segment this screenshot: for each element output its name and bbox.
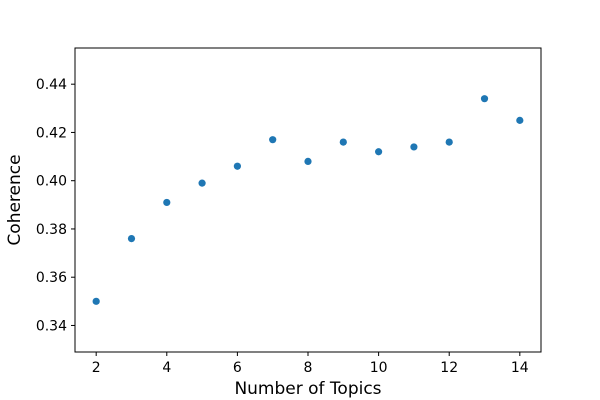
x-tick-label: 12 <box>440 360 458 376</box>
data-point <box>375 148 383 156</box>
y-tick-label: 0.44 <box>36 77 67 93</box>
data-point <box>516 116 524 124</box>
data-point <box>445 138 453 146</box>
y-tick-label: 0.42 <box>36 125 67 141</box>
data-point <box>269 136 277 144</box>
y-axis-label: Coherence <box>5 154 25 245</box>
data-point <box>233 162 241 170</box>
data-point <box>339 138 347 146</box>
data-points <box>92 95 524 305</box>
x-tick-label: 4 <box>162 360 171 376</box>
data-point <box>198 179 206 187</box>
data-point <box>410 143 418 151</box>
y-tick-label: 0.34 <box>36 318 67 334</box>
y-tick-label: 0.40 <box>36 174 67 190</box>
data-point <box>127 235 136 243</box>
x-axis-label: Number of Topics <box>234 379 381 399</box>
plot-frame <box>74 47 542 353</box>
data-point <box>92 297 100 305</box>
x-tick-label: 2 <box>92 360 101 376</box>
x-tick-label: 8 <box>304 360 313 376</box>
data-point <box>480 95 489 103</box>
data-point <box>304 157 312 165</box>
x-tick-label: 6 <box>233 360 242 376</box>
y-tick-label: 0.36 <box>36 270 67 286</box>
data-point <box>163 198 171 207</box>
y-tick-label: 0.38 <box>36 222 67 238</box>
axis-ticks: 2 4 6 8 10 12 14 0.34 0.36 0.38 0.40 0.42 0.44 <box>36 77 529 376</box>
x-tick-label: 14 <box>511 360 529 376</box>
x-tick-label: 10 <box>370 360 388 376</box>
